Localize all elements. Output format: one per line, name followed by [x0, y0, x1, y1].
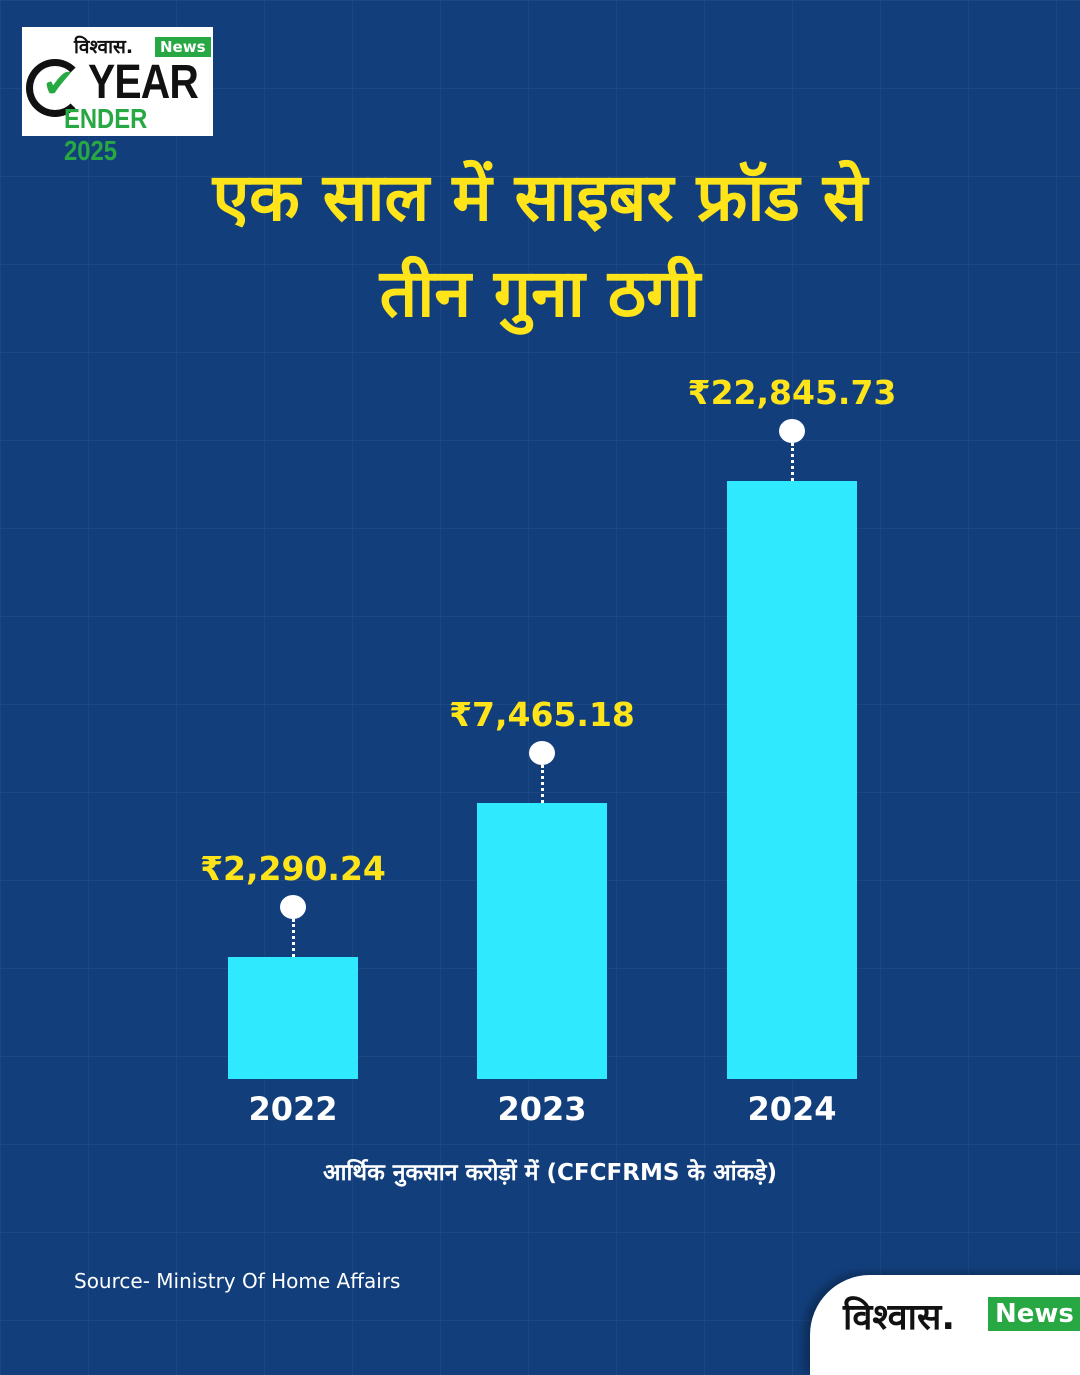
leader-line — [292, 918, 295, 957]
logo-ender: ENDER 2025 — [64, 103, 148, 166]
year-ender-logo: विश्वास. News ✔ YEAR ENDER 2025 — [22, 27, 213, 166]
source-text: Source- Ministry Of Home Affairs — [74, 1269, 401, 1293]
value-label: ₹7,465.18 — [449, 694, 635, 734]
page-title: एक साल में साइबर फ्रॉड से तीन गुना ठगी — [0, 150, 1080, 342]
leader-dot — [779, 419, 805, 443]
leader-dot — [280, 894, 306, 919]
leader-line — [791, 443, 794, 481]
checkmark-icon: ✔ — [42, 61, 76, 107]
x-axis-label: आर्थिक नुकसान करोड़ों में (CFCFRMS के आं… — [322, 1160, 778, 1186]
leader-dot — [529, 740, 555, 765]
x-tick-label: 2022 — [248, 1090, 338, 1128]
clock-icon — [26, 59, 84, 117]
value-label: ₹22,845.73 — [687, 373, 897, 412]
bar-2023 — [477, 802, 607, 1079]
logo-year: YEAR — [88, 56, 199, 109]
x-tick-label: 2023 — [497, 1090, 587, 1128]
footer-logo: विश्वास. News — [810, 1275, 1080, 1375]
title-line-1: एक साल में साइबर फ्रॉड से — [212, 159, 868, 236]
bar-2022 — [228, 956, 358, 1079]
value-label: ₹2,290.24 — [200, 848, 386, 888]
logo-brand-hindi: विश्वास. — [74, 36, 134, 58]
bar-2024 — [727, 481, 857, 1079]
footer-brand-hindi: विश्वास. — [843, 1297, 955, 1338]
title-line-2: तीन गुना ठगी — [379, 255, 701, 332]
footer-brand-news: News — [988, 1297, 1080, 1331]
x-tick-label: 2024 — [747, 1090, 837, 1128]
leader-line — [541, 764, 544, 803]
logo-brand-news: News — [155, 37, 211, 57]
